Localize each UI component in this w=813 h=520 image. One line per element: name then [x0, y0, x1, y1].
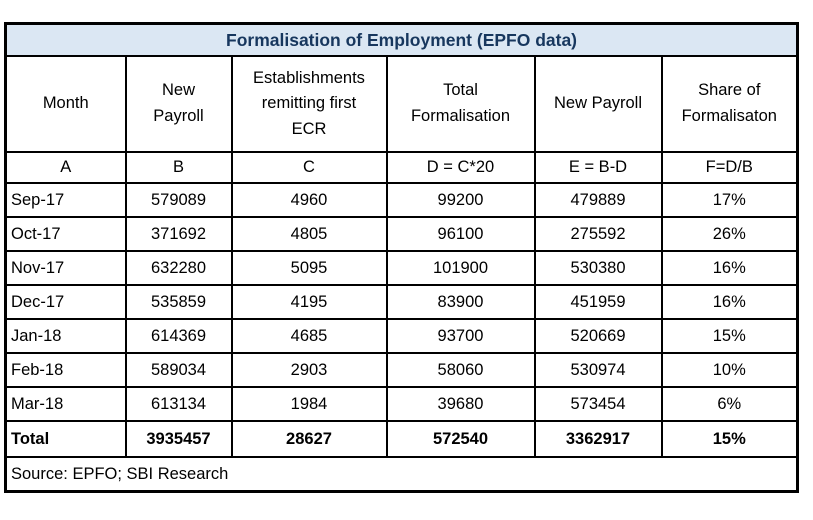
column-header-new-payroll: New Payroll: [124, 55, 233, 153]
month-cell: Nov-17: [4, 250, 127, 286]
value-cell: 16%: [660, 250, 799, 286]
value-cell: 6%: [660, 386, 799, 422]
table-row: Sep-17 579089 4960 99200 479889 17%: [4, 182, 799, 218]
value-cell: 4685: [230, 318, 388, 354]
value-cell: 10%: [660, 352, 799, 388]
value-cell: 479889: [533, 182, 663, 218]
value-cell: 39680: [385, 386, 536, 422]
value-cell: 58060: [385, 352, 536, 388]
total-share-cell: 15%: [660, 420, 799, 458]
column-code-a: A: [4, 151, 127, 184]
value-cell: 632280: [124, 250, 233, 286]
value-cell: 1984: [230, 386, 388, 422]
column-code-row: A B C D = C*20 E = B-D F=D/B: [4, 151, 799, 184]
column-code-d: D = C*20: [385, 151, 536, 184]
value-cell: 535859: [124, 284, 233, 320]
value-cell: 4805: [230, 216, 388, 252]
total-establishments-cell: 28627: [230, 420, 388, 458]
month-cell: Mar-18: [4, 386, 127, 422]
table-row: Nov-17 632280 5095 101900 530380 16%: [4, 250, 799, 286]
value-cell: 573454: [533, 386, 663, 422]
table-row: Mar-18 613134 1984 39680 573454 6%: [4, 386, 799, 422]
value-cell: 16%: [660, 284, 799, 320]
value-cell: 589034: [124, 352, 233, 388]
column-header-establishments-ecr: Establishments remitting first ECR: [230, 55, 388, 153]
value-cell: 5095: [230, 250, 388, 286]
value-cell: 96100: [385, 216, 536, 252]
value-cell: 530974: [533, 352, 663, 388]
value-cell: 613134: [124, 386, 233, 422]
table-row: Jan-18 614369 4685 93700 520669 15%: [4, 318, 799, 354]
table-title-row: Formalisation of Employment (EPFO data): [4, 22, 799, 57]
source-note: Source: EPFO; SBI Research: [4, 456, 799, 493]
month-cell: Oct-17: [4, 216, 127, 252]
total-row: Total 3935457 28627 572540 3362917 15%: [4, 420, 799, 458]
value-cell: 614369: [124, 318, 233, 354]
value-cell: 275592: [533, 216, 663, 252]
column-header-row: Month New Payroll Establishments remitti…: [4, 55, 799, 153]
value-cell: 530380: [533, 250, 663, 286]
column-header-total-formalisation: Total Formalisation: [385, 55, 536, 153]
value-cell: 101900: [385, 250, 536, 286]
value-cell: 99200: [385, 182, 536, 218]
value-cell: 371692: [124, 216, 233, 252]
value-cell: 4195: [230, 284, 388, 320]
value-cell: 4960: [230, 182, 388, 218]
total-new-payroll-cell: 3935457: [124, 420, 233, 458]
value-cell: 17%: [660, 182, 799, 218]
month-cell: Dec-17: [4, 284, 127, 320]
column-code-c: C: [230, 151, 388, 184]
value-cell: 579089: [124, 182, 233, 218]
table-title: Formalisation of Employment (EPFO data): [4, 22, 799, 57]
column-header-month: Month: [4, 55, 127, 153]
column-header-share-of-formalisation: Share of Formalisaton: [660, 55, 799, 153]
source-row: Source: EPFO; SBI Research: [4, 456, 799, 493]
total-label-cell: Total: [4, 420, 127, 458]
value-cell: 15%: [660, 318, 799, 354]
table-body: Sep-17 579089 4960 99200 479889 17% Oct-17 3716…: [4, 182, 799, 422]
total-formalisation-cell: 572540: [385, 420, 536, 458]
value-cell: 520669: [533, 318, 663, 354]
column-code-b: B: [124, 151, 233, 184]
month-cell: Feb-18: [4, 352, 127, 388]
table-row: Oct-17 371692 4805 96100 275592 26%: [4, 216, 799, 252]
table-row: Dec-17 535859 4195 83900 451959 16%: [4, 284, 799, 320]
epfo-formalisation-table: Formalisation of Employment (EPFO data) …: [4, 22, 800, 493]
column-code-f: F=D/B: [660, 151, 799, 184]
value-cell: 2903: [230, 352, 388, 388]
month-cell: Sep-17: [4, 182, 127, 218]
value-cell: 451959: [533, 284, 663, 320]
table-row: Feb-18 589034 2903 58060 530974 10%: [4, 352, 799, 388]
month-cell: Jan-18: [4, 318, 127, 354]
value-cell: 26%: [660, 216, 799, 252]
value-cell: 93700: [385, 318, 536, 354]
total-payroll-e-cell: 3362917: [533, 420, 663, 458]
value-cell: 83900: [385, 284, 536, 320]
column-code-e: E = B-D: [533, 151, 663, 184]
column-header-new-payroll-e: New Payroll: [533, 55, 663, 153]
